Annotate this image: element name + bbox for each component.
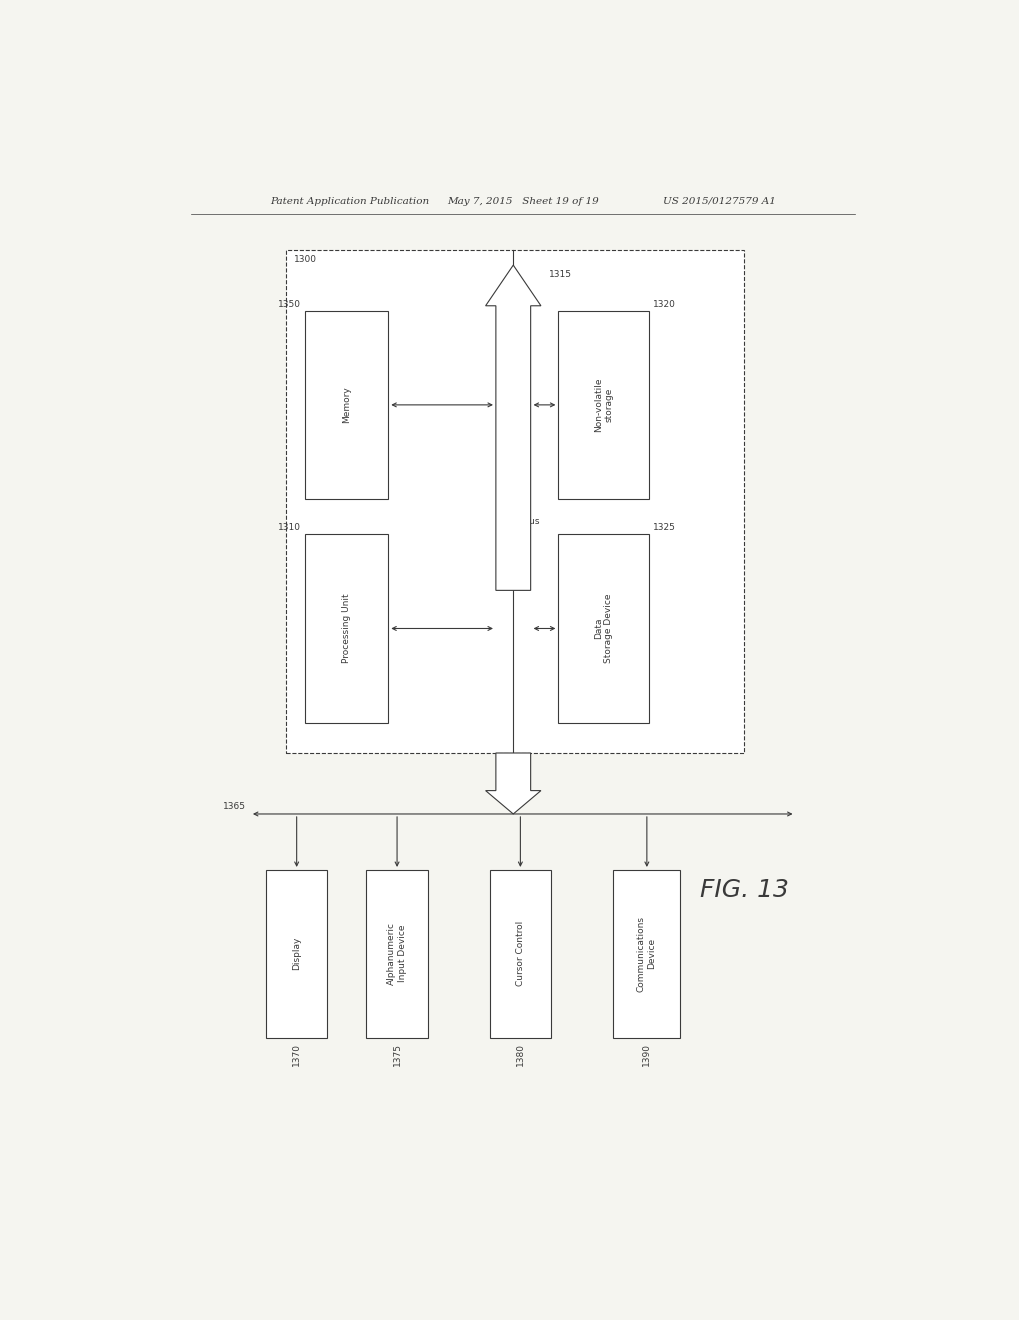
Polygon shape — [485, 265, 540, 590]
Text: Data
Storage Device: Data Storage Device — [593, 594, 612, 663]
Bar — [612, 870, 680, 1038]
Text: 1310: 1310 — [278, 524, 302, 532]
Text: 1350: 1350 — [278, 300, 302, 309]
Bar — [557, 312, 649, 499]
Bar — [285, 249, 744, 752]
Text: Bus: Bus — [522, 517, 539, 527]
Text: FIG. 13: FIG. 13 — [699, 878, 788, 902]
Text: 1325: 1325 — [652, 524, 676, 532]
Text: 1380: 1380 — [516, 1043, 525, 1065]
Text: May 7, 2015   Sheet 19 of 19: May 7, 2015 Sheet 19 of 19 — [446, 197, 598, 206]
Text: Communications
Device: Communications Device — [636, 916, 655, 991]
Bar — [489, 870, 550, 1038]
Text: 1320: 1320 — [652, 300, 676, 309]
Text: Alphanumeric
Input Device: Alphanumeric Input Device — [387, 923, 407, 985]
Text: 1390: 1390 — [642, 1043, 651, 1065]
Text: 1315: 1315 — [548, 271, 572, 280]
Text: Display: Display — [291, 937, 301, 970]
Text: 1365: 1365 — [223, 803, 246, 810]
Text: Processing Unit: Processing Unit — [342, 594, 351, 663]
Text: US 2015/0127579 A1: US 2015/0127579 A1 — [662, 197, 775, 206]
Text: Non-volatile
storage: Non-volatile storage — [593, 378, 612, 432]
Text: 1300: 1300 — [293, 255, 316, 264]
Bar — [305, 535, 388, 722]
Bar — [266, 870, 327, 1038]
Text: 1370: 1370 — [291, 1043, 301, 1065]
Bar — [557, 535, 649, 722]
Bar — [305, 312, 388, 499]
Text: Memory: Memory — [342, 387, 351, 424]
Bar — [366, 870, 428, 1038]
Text: 1375: 1375 — [392, 1043, 401, 1065]
Text: Cursor Control: Cursor Control — [516, 921, 525, 986]
Polygon shape — [485, 752, 540, 814]
Text: Patent Application Publication: Patent Application Publication — [269, 197, 429, 206]
